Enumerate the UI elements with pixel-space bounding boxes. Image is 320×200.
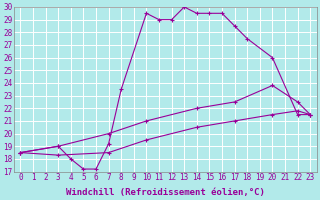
X-axis label: Windchill (Refroidissement éolien,°C): Windchill (Refroidissement éolien,°C) bbox=[66, 188, 265, 197]
